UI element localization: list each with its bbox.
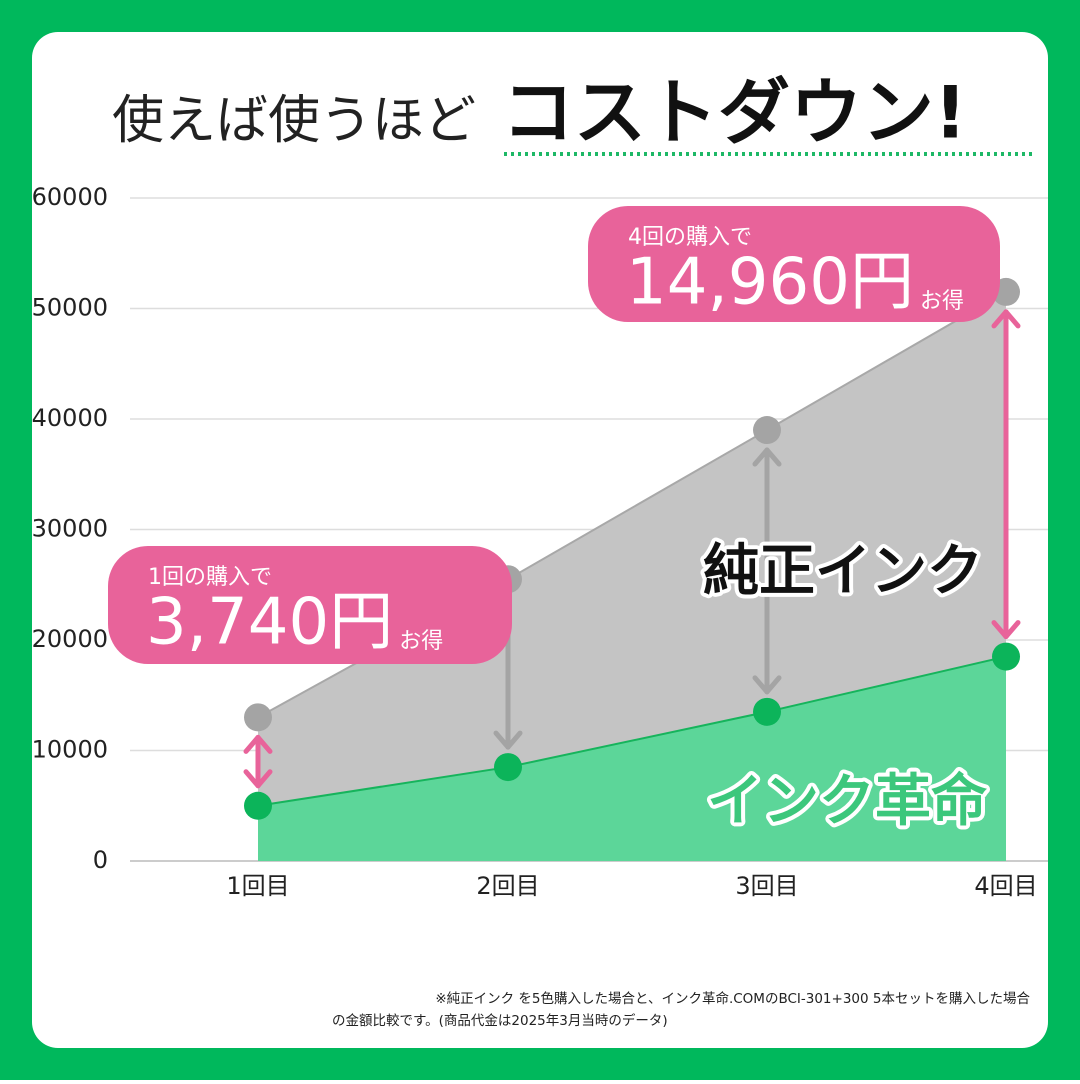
marker bbox=[992, 642, 1020, 671]
line bbox=[257, 655, 1007, 807]
annotation-amount: 14,960円 bbox=[626, 246, 914, 320]
y-tick-label: 60000 bbox=[32, 183, 108, 211]
x-tick-label: 1回目 bbox=[226, 872, 289, 900]
y-tick-label: 40000 bbox=[32, 404, 108, 432]
x-tick-label: 2回目 bbox=[476, 872, 539, 900]
marker bbox=[244, 791, 272, 820]
series-label: 純正インク bbox=[703, 539, 983, 604]
x-tick-label: 3回目 bbox=[735, 872, 798, 900]
annotation-bubble bbox=[108, 546, 512, 664]
marker bbox=[244, 703, 272, 732]
marker bbox=[753, 697, 781, 726]
arrow-head bbox=[752, 447, 782, 467]
annotation-label: 1回の購入で bbox=[148, 565, 272, 590]
marker bbox=[494, 753, 522, 782]
y-tick-label: 30000 bbox=[32, 515, 108, 543]
annotation-bubble bbox=[588, 206, 1000, 322]
x-tick-label: 4回目 bbox=[974, 872, 1037, 900]
y-tick-label: 10000 bbox=[32, 736, 108, 764]
area bbox=[258, 656, 1006, 861]
footnote: の金額比較です。(商品代金は2025年3月当時のデータ) bbox=[332, 1012, 668, 1029]
annotation-label: 4回の購入で bbox=[628, 225, 752, 250]
y-tick-label: 0 bbox=[93, 846, 108, 874]
arrow-head bbox=[243, 734, 273, 754]
chart-title: 使えば使うほど bbox=[112, 91, 476, 151]
y-tick-label: 50000 bbox=[32, 294, 108, 322]
annotation-amount: 3,740円 bbox=[146, 586, 393, 660]
arrow-head bbox=[991, 309, 1021, 329]
marker bbox=[753, 416, 781, 445]
arrow-head bbox=[752, 675, 782, 695]
annotation-suffix: お得 bbox=[399, 629, 443, 654]
chart-title-emphasis: コストダウン! bbox=[502, 71, 967, 155]
annotation-suffix: お得 bbox=[920, 289, 964, 314]
y-tick-label: 20000 bbox=[32, 625, 108, 653]
footnote: ※純正インク を5色購入した場合と、インク革命.COMのBCI-301+300 … bbox=[435, 990, 1030, 1007]
series-label: インク革命 bbox=[707, 769, 987, 834]
arrow-head bbox=[493, 730, 523, 750]
arrow-head bbox=[243, 769, 273, 789]
arrow-head bbox=[991, 620, 1021, 640]
